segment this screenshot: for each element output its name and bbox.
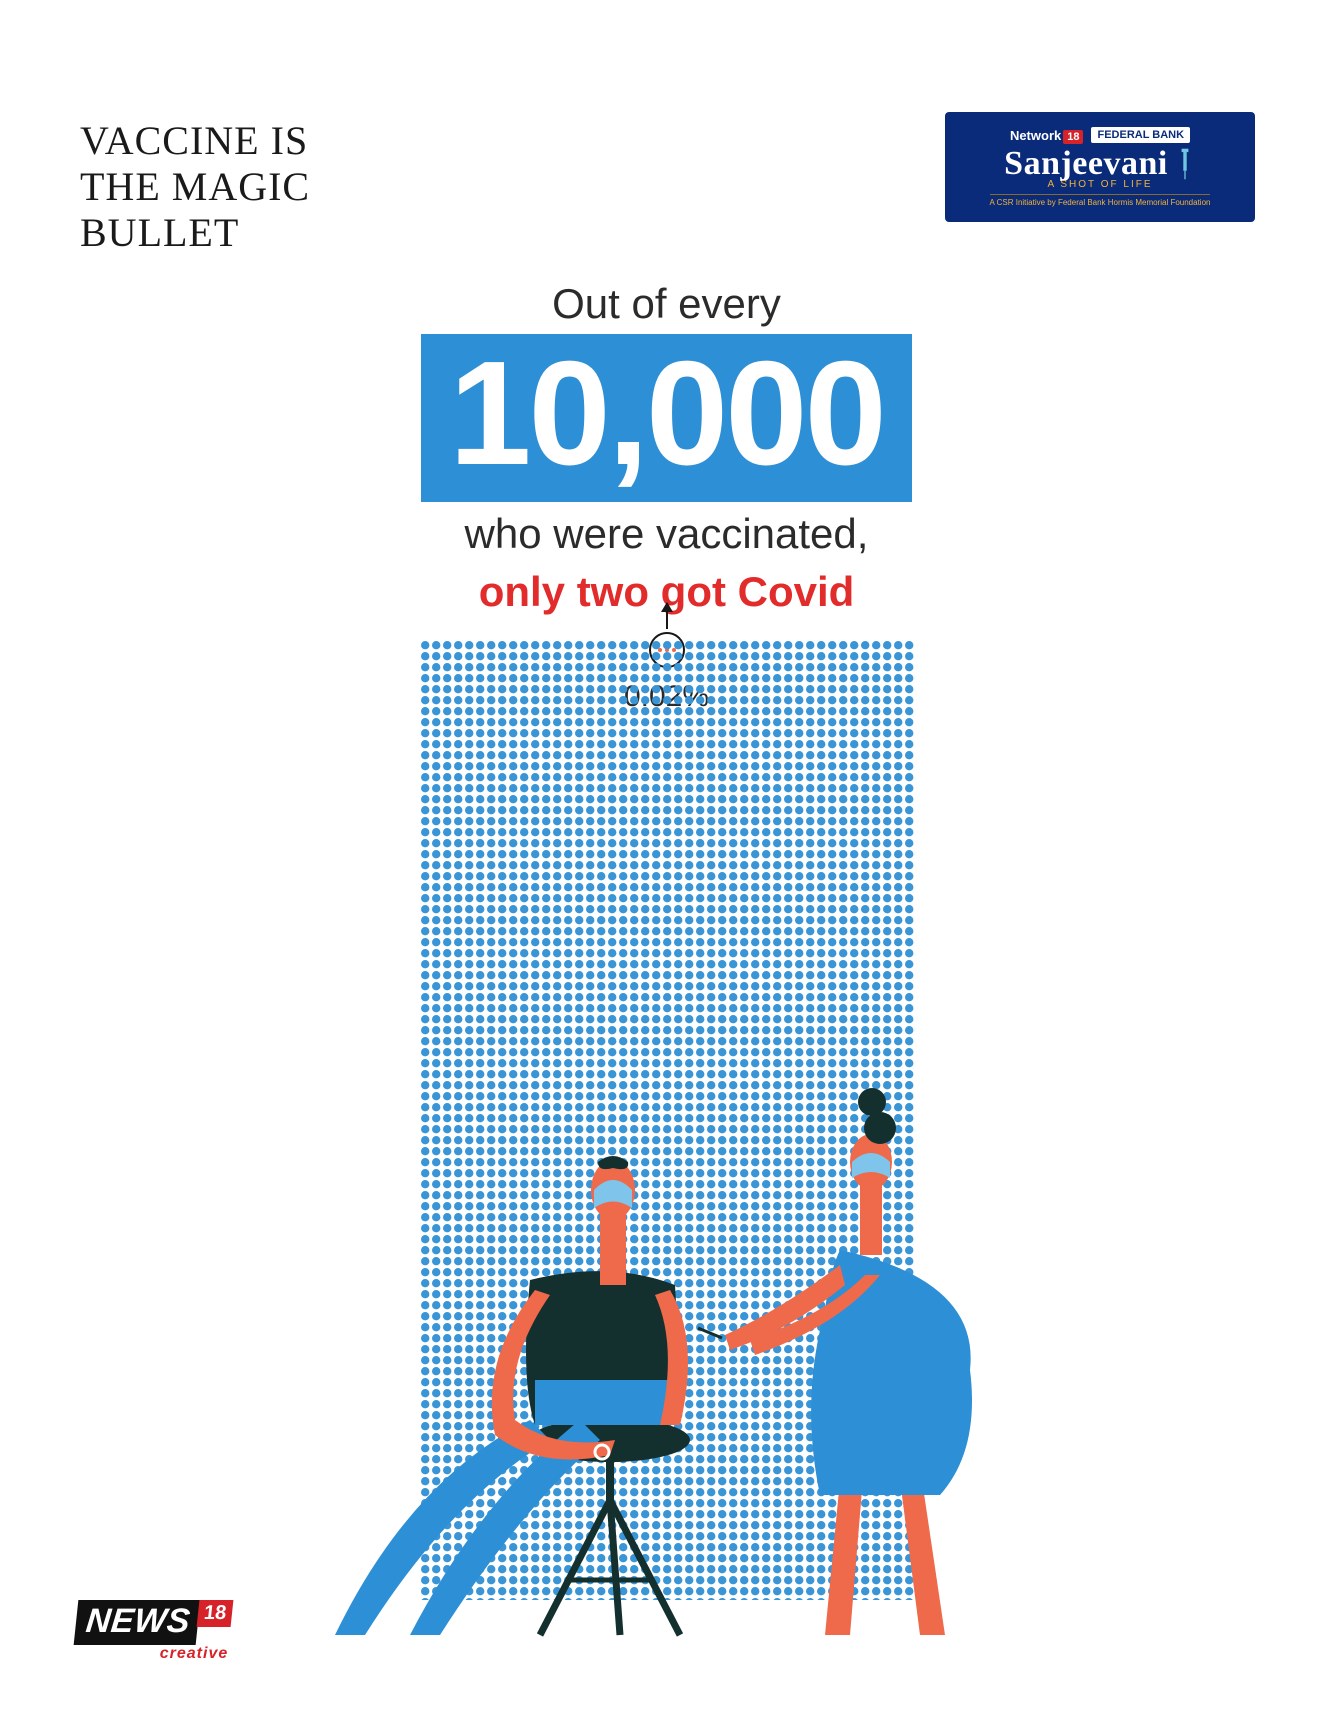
headline-big-wrap: 10,000 bbox=[421, 334, 912, 502]
headline-block: Out of every 10,000 who were vaccinated,… bbox=[0, 280, 1333, 616]
sponsor-footer: A CSR Initiative by Federal Bank Hormis … bbox=[990, 194, 1211, 207]
headline-post: who were vaccinated, bbox=[0, 510, 1333, 558]
sponsor-badge: Network18 FEDERAL BANK Sanjeevani A SHOT… bbox=[945, 112, 1255, 222]
news18-logo: NEWS 18 creative bbox=[76, 1600, 232, 1645]
pointer-arrow bbox=[666, 603, 668, 629]
news18-main-label: NEWS bbox=[74, 1600, 201, 1645]
syringe-icon bbox=[1174, 147, 1196, 181]
nurse-figure bbox=[698, 1088, 972, 1635]
news18-sub-label: creative bbox=[160, 1645, 229, 1663]
vaccination-illustration bbox=[280, 1080, 1080, 1640]
sponsor-main: Sanjeevani bbox=[1004, 145, 1196, 183]
sponsor-tagline: A SHOT OF LIFE bbox=[1047, 179, 1152, 190]
sponsor-network-label: Network18 bbox=[1010, 128, 1084, 143]
patient-figure bbox=[335, 1156, 688, 1635]
headline-pre: Out of every bbox=[0, 280, 1333, 328]
news18-badge: 18 bbox=[197, 1600, 234, 1627]
sponsor-federal-label: FEDERAL BANK bbox=[1091, 127, 1190, 143]
page-title: VACCINE IS THE MAGIC BULLET bbox=[80, 118, 310, 256]
headline-big-number: 10,000 bbox=[449, 340, 884, 488]
